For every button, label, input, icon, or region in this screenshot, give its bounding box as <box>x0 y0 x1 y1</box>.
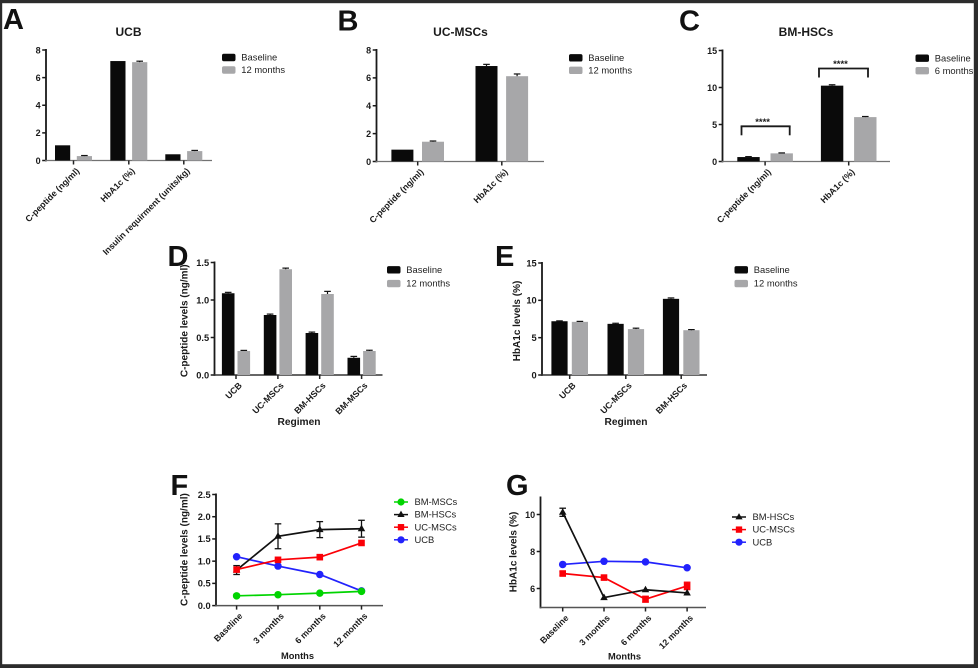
svg-text:BM-HSCs: BM-HSCs <box>779 25 834 39</box>
svg-text:C-peptide levels (ng/ml): C-peptide levels (ng/ml) <box>180 264 191 377</box>
svg-text:Regimen: Regimen <box>277 417 320 428</box>
svg-text:2: 2 <box>36 128 41 138</box>
svg-text:12 months: 12 months <box>754 278 798 289</box>
svg-text:UC-MSCs: UC-MSCs <box>415 521 457 532</box>
svg-text:BM-HSCs: BM-HSCs <box>415 509 457 520</box>
svg-text:C: C <box>679 6 700 38</box>
svg-text:0: 0 <box>712 157 717 167</box>
svg-text:E: E <box>495 241 514 273</box>
svg-text:F: F <box>171 470 189 502</box>
svg-text:12 months: 12 months <box>588 64 632 75</box>
svg-text:0.0: 0.0 <box>198 601 211 611</box>
svg-text:6: 6 <box>530 584 535 594</box>
svg-text:2: 2 <box>366 129 371 139</box>
svg-text:12 months: 12 months <box>241 64 285 75</box>
svg-text:0.5: 0.5 <box>198 579 211 589</box>
svg-text:1.0: 1.0 <box>196 295 209 305</box>
svg-text:C-peptide levels (ng/ml): C-peptide levels (ng/ml) <box>179 493 190 606</box>
svg-text:HbA1c levels (%): HbA1c levels (%) <box>512 281 523 362</box>
svg-text:15: 15 <box>707 46 717 56</box>
svg-text:Months: Months <box>608 652 641 662</box>
svg-text:G: G <box>506 470 529 502</box>
svg-text:5: 5 <box>712 120 717 130</box>
svg-text:0: 0 <box>36 156 41 166</box>
svg-text:8: 8 <box>36 45 41 55</box>
svg-text:0: 0 <box>366 157 371 167</box>
svg-text:2.5: 2.5 <box>198 490 211 500</box>
svg-text:4: 4 <box>366 101 371 111</box>
svg-text:UCB: UCB <box>753 536 773 547</box>
svg-text:Baseline: Baseline <box>241 52 277 63</box>
svg-text:1.0: 1.0 <box>198 557 211 567</box>
svg-text:6: 6 <box>366 73 371 83</box>
svg-text:10: 10 <box>526 296 536 306</box>
svg-text:10: 10 <box>707 83 717 93</box>
svg-text:Baseline: Baseline <box>754 264 790 275</box>
svg-text:1.5: 1.5 <box>196 258 209 268</box>
svg-text:UC-MSCs: UC-MSCs <box>753 524 795 535</box>
svg-text:UC-MSCs: UC-MSCs <box>433 25 488 39</box>
svg-text:Baseline: Baseline <box>588 52 624 63</box>
svg-text:BM-MSCs: BM-MSCs <box>415 496 458 507</box>
svg-text:Months: Months <box>281 651 314 661</box>
svg-text:Regimen: Regimen <box>604 417 647 428</box>
svg-text:0.0: 0.0 <box>196 370 209 380</box>
svg-text:B: B <box>338 6 359 38</box>
svg-text:10: 10 <box>525 510 535 520</box>
svg-text:A: A <box>3 4 24 36</box>
svg-text:1.5: 1.5 <box>198 534 211 544</box>
svg-text:6 months: 6 months <box>935 65 974 76</box>
svg-text:****: **** <box>755 117 770 128</box>
svg-text:Baseline: Baseline <box>406 264 442 275</box>
svg-text:UCB: UCB <box>415 534 435 545</box>
svg-text:8: 8 <box>366 45 371 55</box>
svg-text:0.5: 0.5 <box>196 333 209 343</box>
svg-text:15: 15 <box>526 258 536 268</box>
svg-text:Baseline: Baseline <box>935 52 971 63</box>
svg-text:BM-HSCs: BM-HSCs <box>753 511 795 522</box>
svg-text:8: 8 <box>530 547 535 557</box>
svg-text:12 months: 12 months <box>406 278 450 289</box>
svg-text:6: 6 <box>36 73 41 83</box>
svg-text:4: 4 <box>36 101 41 111</box>
svg-text:2.0: 2.0 <box>198 512 211 522</box>
svg-text:HbA1c levels (%): HbA1c levels (%) <box>509 512 520 593</box>
svg-text:0: 0 <box>532 370 537 380</box>
svg-text:UCB: UCB <box>116 25 142 39</box>
svg-text:5: 5 <box>532 333 537 343</box>
svg-text:D: D <box>168 241 189 273</box>
svg-text:****: **** <box>833 59 848 70</box>
